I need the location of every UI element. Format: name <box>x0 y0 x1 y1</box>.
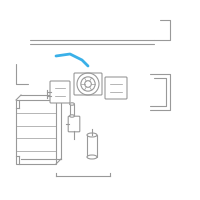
FancyBboxPatch shape <box>105 77 127 99</box>
FancyBboxPatch shape <box>68 116 80 132</box>
Ellipse shape <box>87 155 97 159</box>
Ellipse shape <box>87 133 97 137</box>
FancyBboxPatch shape <box>50 81 70 103</box>
Bar <box>16 100 56 164</box>
FancyBboxPatch shape <box>74 73 102 95</box>
Bar <box>87 135 97 157</box>
Ellipse shape <box>70 103 74 105</box>
Ellipse shape <box>70 115 74 117</box>
Bar <box>70 104 74 116</box>
